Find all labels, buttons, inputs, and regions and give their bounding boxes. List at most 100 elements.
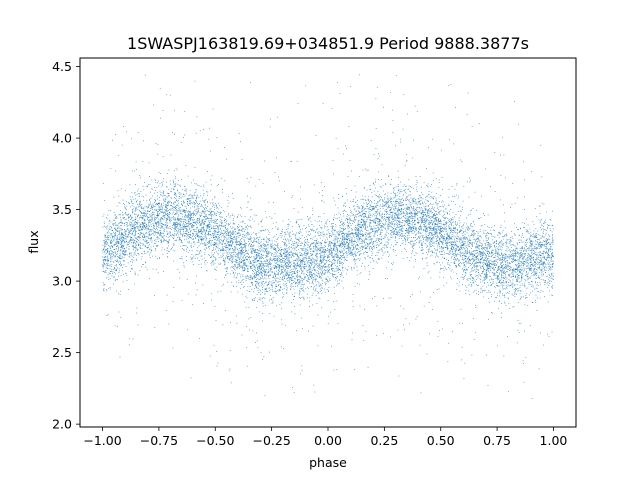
data-point (530, 284, 532, 285)
data-point (188, 241, 190, 243)
data-point (415, 176, 417, 177)
data-point (302, 284, 304, 286)
data-point (205, 218, 207, 220)
data-point (113, 245, 115, 247)
data-point (297, 261, 299, 263)
data-point (349, 239, 350, 241)
data-point (511, 259, 513, 261)
data-point (166, 253, 168, 254)
data-point (533, 230, 535, 232)
data-point (156, 223, 158, 225)
data-point (299, 255, 301, 257)
data-point (186, 225, 188, 227)
data-point (330, 246, 331, 248)
data-point (105, 240, 106, 242)
data-point (347, 232, 349, 234)
data-point (111, 227, 113, 229)
data-point (425, 231, 427, 233)
data-point (360, 234, 361, 235)
data-point (496, 264, 497, 265)
data-point (168, 242, 170, 244)
data-point (408, 229, 409, 230)
data-point (128, 248, 130, 250)
data-point (129, 236, 131, 237)
data-point (133, 260, 135, 262)
data-point (129, 221, 131, 223)
data-point (157, 203, 159, 204)
data-point (357, 213, 359, 215)
data-point (350, 253, 352, 255)
data-point (294, 243, 295, 245)
data-point (271, 271, 272, 273)
data-point (342, 255, 343, 256)
data-point (411, 227, 413, 228)
data-point (501, 254, 503, 256)
data-point (212, 249, 214, 251)
data-point (236, 277, 238, 279)
data-point (387, 195, 388, 197)
data-point (204, 261, 205, 263)
data-point (149, 184, 151, 186)
data-point (388, 226, 390, 227)
data-point (209, 355, 211, 357)
data-point (421, 244, 422, 246)
data-point (484, 230, 486, 232)
data-point (485, 273, 487, 274)
data-point (160, 220, 162, 222)
data-point (451, 244, 453, 246)
data-point (508, 293, 510, 295)
data-point (242, 267, 244, 268)
data-point (358, 248, 359, 250)
data-point (531, 170, 533, 172)
data-point (333, 259, 335, 261)
data-point (196, 201, 197, 203)
data-point (151, 216, 153, 218)
data-point (291, 302, 292, 304)
data-point (419, 229, 420, 231)
data-point (261, 273, 263, 275)
data-point (179, 218, 180, 220)
data-point (292, 280, 294, 281)
data-point (463, 378, 465, 380)
data-point (550, 267, 551, 268)
data-point (486, 251, 488, 253)
data-point (529, 277, 531, 279)
data-point (340, 245, 342, 246)
data-point (107, 273, 109, 275)
data-point (345, 202, 346, 204)
data-point (196, 232, 198, 234)
data-point (405, 251, 407, 252)
data-point (232, 267, 234, 268)
data-point (195, 235, 197, 236)
data-point (377, 214, 379, 215)
data-point (166, 208, 168, 209)
data-point (449, 268, 451, 270)
data-point (372, 248, 373, 250)
data-point (175, 209, 177, 210)
data-point (538, 266, 540, 268)
data-point (536, 269, 538, 271)
data-point (122, 244, 124, 246)
data-point (173, 223, 175, 225)
data-point (528, 237, 530, 239)
data-point (446, 244, 448, 246)
data-point (479, 231, 481, 232)
data-point (201, 221, 203, 223)
data-point (298, 232, 299, 234)
data-point (483, 247, 484, 249)
data-point (467, 181, 468, 183)
data-point (241, 252, 243, 254)
data-point (378, 224, 380, 226)
data-point (495, 282, 497, 284)
data-point (343, 287, 344, 289)
data-point (481, 258, 482, 259)
data-point (522, 246, 523, 248)
data-point (361, 214, 363, 216)
data-point (116, 250, 118, 252)
data-point (343, 256, 345, 258)
data-point (539, 254, 541, 256)
data-point (435, 232, 436, 234)
data-point (426, 200, 428, 201)
data-point (207, 232, 209, 234)
data-point (355, 233, 357, 235)
